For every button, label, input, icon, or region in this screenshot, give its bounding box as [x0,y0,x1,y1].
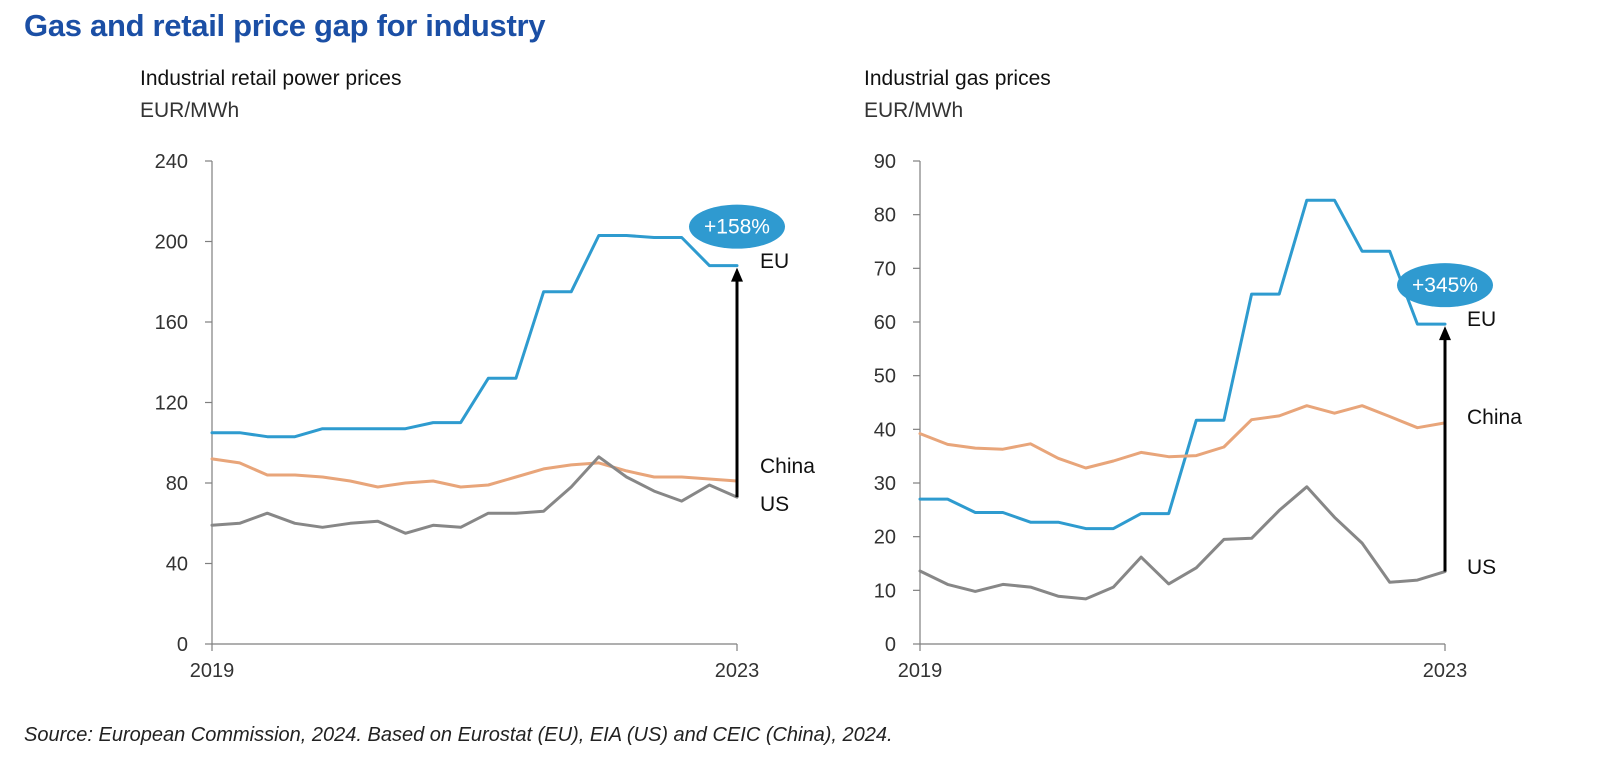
gap-arrow-head [1439,326,1451,341]
y-tick-label: 200 [155,232,188,254]
y-tick-label: 80 [166,473,188,495]
x-tick-label: 2023 [715,660,760,682]
series-label-us: US [760,493,789,516]
series-line-us [918,485,1447,601]
series-label-eu: EU [1467,308,1496,331]
y-tick-label: 30 [874,473,896,495]
source-note: Source: European Commission, 2024. Based… [24,724,893,746]
x-tick-label: 2019 [898,660,943,682]
gap-badge-label: +158% [704,216,770,239]
page-title: Gas and retail price gap for industry [24,8,546,43]
gap-badge-label: +345% [1412,274,1478,297]
y-tick-label: 40 [874,419,896,441]
series-label-eu: EU [760,250,789,273]
gap-badge [689,204,785,249]
y-tick-label: 80 [874,205,896,227]
series-line-china [210,457,739,489]
series-label-china: China [760,455,815,478]
chart-title-power: Industrial retail power prices [140,67,402,90]
series-line-us [210,455,739,535]
gas-price-chart: 0 10 20 30 40 50 60 70 80 90 2019 2023 EU China US +345… [874,151,1522,682]
y-tick-label: 0 [177,634,188,656]
series-line-eu [918,198,1447,531]
y-tick-label: 120 [155,393,188,415]
chart-title-gas: Industrial gas prices [864,67,1051,90]
series-line-china [918,404,1447,470]
y-tick-label: 70 [874,258,896,280]
y-tick-label: 40 [166,554,188,576]
y-tick-label: 50 [874,366,896,388]
y-tick-label: 0 [885,634,896,656]
series-label-china: China [1467,406,1522,429]
y-axis-unit-power: EUR/MWh [140,99,240,122]
x-tick-label: 2019 [190,660,235,682]
y-axis-unit-gas: EUR/MWh [864,99,964,122]
series-line-eu [210,234,739,439]
x-tick-label: 2023 [1423,660,1468,682]
gap-badge [1397,263,1493,308]
y-tick-label: 90 [874,151,896,173]
y-tick-label: 10 [874,580,896,602]
y-tick-label: 20 [874,527,896,549]
series-label-us: US [1467,556,1496,579]
power-price-chart: 0 40 80 120 160 200 240 2019 2023 EU China US +158% [155,151,816,682]
y-tick-label: 240 [155,151,188,173]
gap-arrow-head [731,267,743,282]
y-tick-label: 160 [155,312,188,334]
y-tick-label: 60 [874,312,896,334]
